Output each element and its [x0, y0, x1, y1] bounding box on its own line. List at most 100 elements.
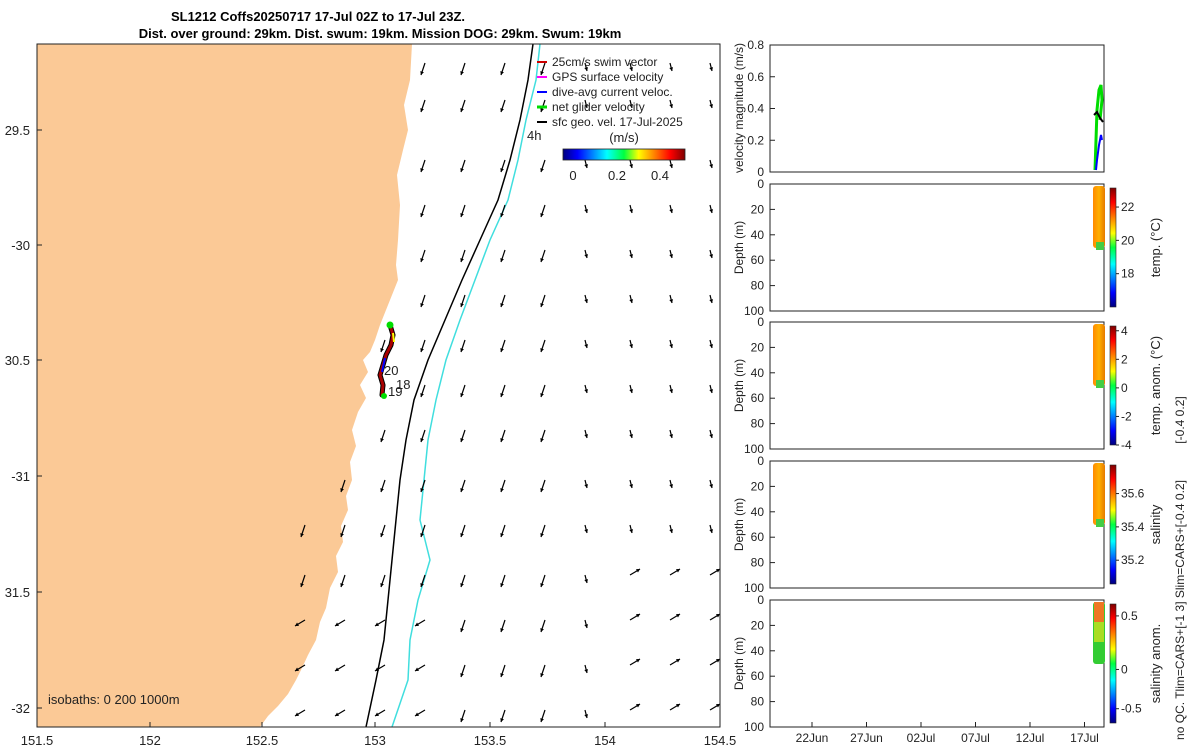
velocity-vector-head [584, 299, 589, 303]
depth-axes [769, 599, 1105, 728]
map-ytick-label: 31.5 [5, 585, 30, 600]
velocity-panel: velocity magnitude (m/s) 0 0.2 0.4 0.6 0.8 [732, 38, 1105, 179]
speed-colorbar: (m/s) 0 0.2 0.4 [562, 130, 686, 183]
depth-panel-temp: Depth (m) 0 20 40 60 80 100 22 20 18 temp. (°C) [732, 177, 1163, 318]
map-panel: 20 18 19 4h 25cm/s swim vector GPS surfa… [5, 43, 737, 748]
velocity-vector-head [380, 583, 384, 587]
velocity-ytick-label: 0 [757, 165, 764, 179]
map-frame [36, 43, 721, 728]
title-line-2: Dist. over ground: 29km. Dist. swum: 19k… [139, 26, 622, 41]
velocity-vector-head [540, 393, 544, 397]
depth-tick-label: 100 [744, 720, 764, 734]
velocity-vector-head [540, 718, 544, 722]
depth-ylabel: Depth (m) [732, 637, 746, 690]
depth-tick-label: 40 [751, 505, 765, 519]
velocity-axes [769, 44, 1105, 173]
colorbar-tick-label: 2 [1121, 352, 1128, 366]
velocity-vector-head [716, 569, 720, 573]
map-ytick-label: -31 [11, 469, 30, 484]
velocity-vector-head [709, 434, 714, 438]
net-glider-velocity-series [1093, 84, 1104, 171]
velocity-vector-head [669, 209, 674, 213]
colorbar-label: temp. (°C) [1148, 218, 1163, 277]
colorbar-tick-label: 4 [1121, 324, 1128, 338]
legend-sfc-geo: sfc geo. vel. 17-Jul-2025 [552, 115, 683, 129]
velocity-vector-head [716, 704, 720, 708]
day-label-19: 19 [388, 384, 402, 399]
depth-tick-label: 40 [751, 366, 765, 380]
legend-gps-velocity: GPS surface velocity [552, 70, 663, 84]
velocity-vector-head [669, 344, 674, 348]
velocity-vector-head [669, 484, 674, 488]
profile-data-strip [1093, 463, 1105, 525]
map-xtick-label: 152 [139, 733, 161, 748]
velocity-vector-head [669, 299, 674, 303]
velocity-ytick-label: 0.6 [747, 70, 764, 84]
velocity-vector-head [669, 389, 674, 393]
velocity-vector-head [669, 434, 674, 438]
velocity-vector-head [709, 529, 714, 533]
colorbar-tick-label: 22 [1121, 200, 1135, 214]
land-area [37, 44, 412, 727]
velocity-vector-head [584, 67, 589, 71]
velocity-vector-head [500, 488, 504, 492]
profile-data-strip-bottom [1096, 242, 1104, 250]
legend-dive-avg: dive-avg current veloc. [552, 85, 673, 99]
velocity-vector-head [540, 533, 544, 537]
velocity-vector-head [340, 533, 344, 537]
depth-tick-label: 20 [751, 340, 765, 354]
velocity-vector-head [420, 303, 424, 307]
velocity-vector-head [420, 168, 424, 172]
velocity-vector-head [540, 168, 544, 172]
isobath-label: isobaths: 0 200 1000m [48, 692, 180, 707]
depth-axes [769, 321, 1105, 450]
velocity-vector-head [709, 164, 714, 168]
velocity-vector-head [420, 583, 424, 587]
colorbar-tick-label: 0 [1121, 381, 1128, 395]
velocity-vector-head [380, 533, 384, 537]
depth-ylabel: Depth (m) [732, 221, 746, 274]
velocity-vector-head [584, 434, 589, 438]
velocity-vector-head [335, 712, 339, 716]
date-tick-label: 12Jul [1016, 731, 1045, 745]
map-xtick-label: 153.5 [474, 733, 507, 748]
velocity-vector-head [295, 667, 299, 671]
velocity-vector-head [460, 628, 464, 632]
velocity-vector-head [676, 704, 680, 708]
velocity-vector-head [415, 712, 419, 716]
velocity-vector-head [420, 108, 424, 112]
depth-tick-label: 100 [744, 442, 764, 456]
profile-data-strip-bottom [1096, 380, 1104, 388]
velocity-vector-head [584, 714, 589, 718]
depth-tick-label: 40 [751, 644, 765, 658]
day-label-20: 20 [384, 363, 398, 378]
velocity-vector-head [380, 438, 384, 442]
map-xtick-label: 154.5 [704, 733, 737, 748]
depth-tick-label: 80 [751, 556, 765, 570]
depth-axes [769, 460, 1105, 589]
velocity-vector-head [500, 718, 504, 722]
velocity-vector-head [375, 712, 379, 716]
hour-label: 4h [527, 128, 541, 143]
velocity-vector-head [629, 434, 634, 438]
glider-track-highlight [392, 332, 395, 343]
velocity-vector-head [669, 254, 674, 258]
velocity-vector-head [629, 209, 634, 213]
velocity-vector-head [709, 67, 714, 71]
depth-tick-label: 0 [757, 315, 764, 329]
date-tick-label: 22Jun [796, 731, 829, 745]
depth-tick-label: 60 [751, 253, 765, 267]
depth-tick-label: 60 [751, 669, 765, 683]
velocity-vector-head [420, 533, 424, 537]
colorbar-tick-label: 35.2 [1121, 553, 1145, 567]
map-ytick-label: 30.5 [5, 353, 30, 368]
velocity-ytick-label: 0.2 [747, 133, 764, 147]
map-ytick-label: 29.5 [5, 123, 30, 138]
profile-data-strip [1093, 186, 1105, 248]
date-axis: 22Jun 27Jun 02Jul 07Jul 12Jul 17Jul [796, 722, 1099, 745]
velocity-vector-head [500, 628, 504, 632]
map-xtick-label: 154 [594, 733, 616, 748]
colorbar-tick-label: 35.6 [1121, 487, 1145, 501]
velocity-vector-head [460, 348, 464, 352]
